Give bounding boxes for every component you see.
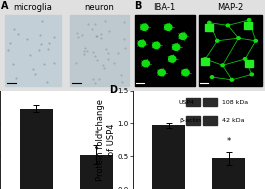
FancyBboxPatch shape bbox=[201, 58, 209, 65]
Ellipse shape bbox=[204, 58, 207, 60]
Ellipse shape bbox=[141, 24, 148, 30]
Ellipse shape bbox=[226, 24, 229, 27]
Ellipse shape bbox=[210, 76, 214, 78]
Text: *: * bbox=[227, 137, 231, 146]
Y-axis label: Protein fold change
of USP4: Protein fold change of USP4 bbox=[96, 99, 116, 181]
FancyBboxPatch shape bbox=[205, 24, 213, 31]
Bar bbox=[152, 125, 185, 189]
Ellipse shape bbox=[244, 58, 247, 60]
Text: neuron: neuron bbox=[85, 3, 114, 12]
Ellipse shape bbox=[254, 40, 257, 42]
FancyBboxPatch shape bbox=[244, 22, 252, 29]
Ellipse shape bbox=[221, 64, 224, 67]
Text: microglia: microglia bbox=[14, 3, 52, 12]
FancyBboxPatch shape bbox=[245, 60, 253, 67]
Ellipse shape bbox=[248, 19, 251, 21]
Bar bbox=[20, 109, 53, 189]
Ellipse shape bbox=[142, 60, 149, 67]
Text: *: * bbox=[94, 130, 99, 139]
Ellipse shape bbox=[153, 42, 160, 49]
Ellipse shape bbox=[173, 44, 180, 50]
Text: B: B bbox=[134, 1, 141, 11]
FancyBboxPatch shape bbox=[135, 15, 195, 86]
Ellipse shape bbox=[138, 40, 145, 47]
Ellipse shape bbox=[182, 69, 189, 76]
Ellipse shape bbox=[169, 56, 176, 62]
Ellipse shape bbox=[237, 37, 240, 40]
Ellipse shape bbox=[208, 21, 211, 24]
FancyBboxPatch shape bbox=[70, 15, 129, 86]
Ellipse shape bbox=[165, 24, 172, 30]
Bar bbox=[80, 155, 113, 189]
Bar bbox=[212, 158, 245, 189]
Text: MAP-2: MAP-2 bbox=[217, 3, 244, 12]
Ellipse shape bbox=[158, 69, 165, 76]
FancyBboxPatch shape bbox=[199, 15, 262, 86]
Ellipse shape bbox=[230, 78, 233, 81]
Text: A: A bbox=[1, 1, 9, 11]
Text: IBA-1: IBA-1 bbox=[153, 3, 175, 12]
Ellipse shape bbox=[250, 73, 253, 76]
Text: D: D bbox=[109, 85, 117, 95]
Ellipse shape bbox=[216, 40, 219, 42]
Ellipse shape bbox=[179, 33, 187, 40]
FancyBboxPatch shape bbox=[5, 15, 61, 86]
